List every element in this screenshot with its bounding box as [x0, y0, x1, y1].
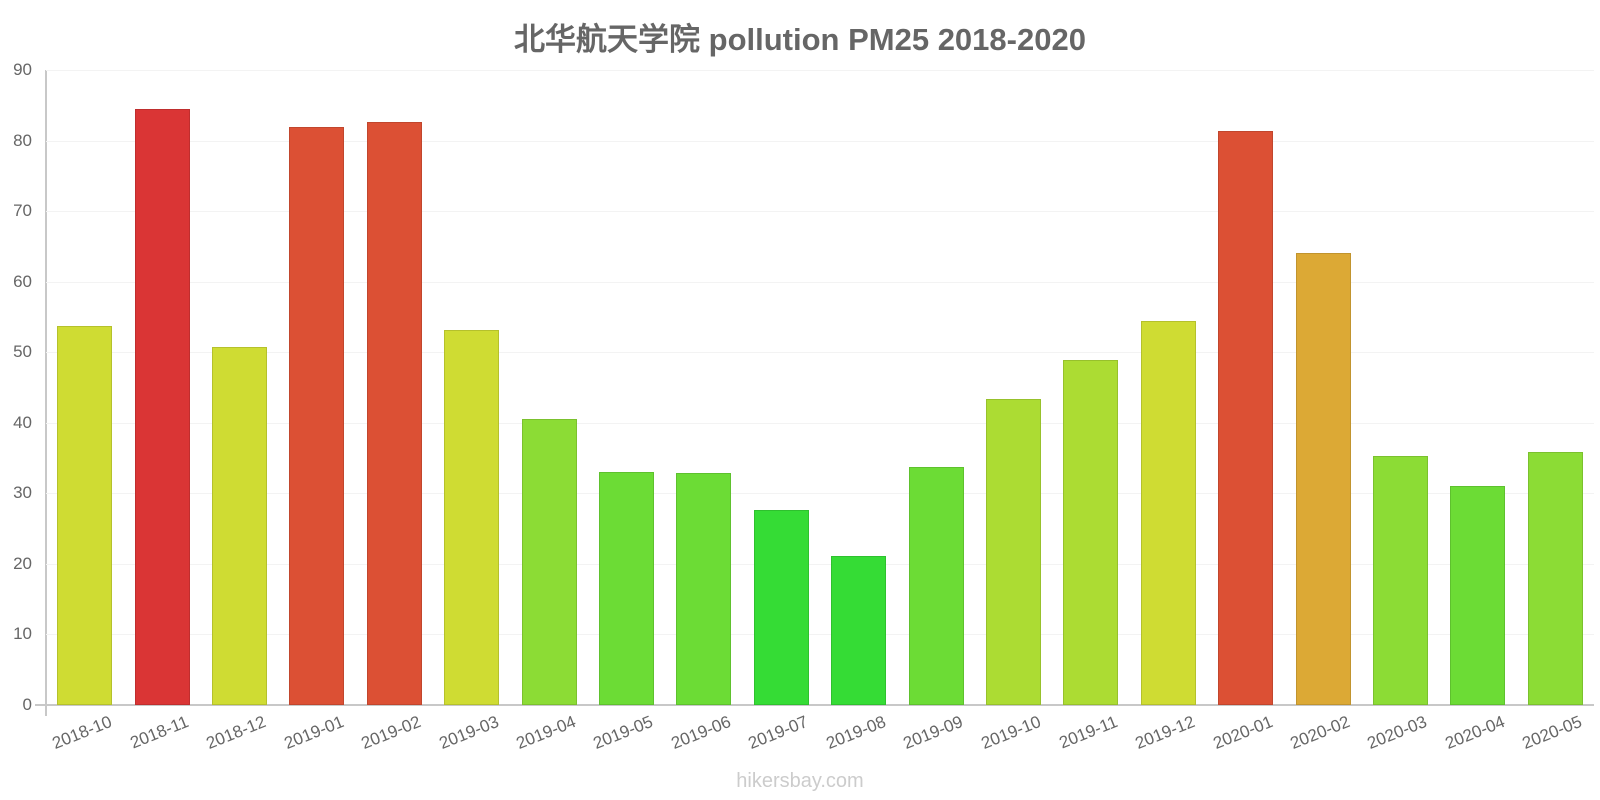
bar-2019-11[interactable] [1063, 360, 1118, 705]
bar-2019-01[interactable] [289, 127, 344, 705]
x-tick-label: 2019-04 [513, 712, 579, 753]
x-tick-label: 2019-09 [900, 712, 966, 753]
bar-2019-02[interactable] [367, 122, 422, 705]
bar-2019-12[interactable] [1141, 321, 1196, 705]
x-tick-label: 2019-11 [1056, 712, 1121, 753]
bar-2019-09[interactable] [909, 467, 964, 705]
bar-2019-10[interactable] [986, 399, 1041, 705]
x-tick-label: 2020-01 [1210, 712, 1276, 753]
bar-2018-10[interactable] [57, 326, 112, 705]
y-tick-label: 0 [22, 695, 32, 714]
gridline [46, 211, 1594, 212]
x-tick-label: 2019-06 [668, 712, 734, 753]
y-tick-label: 20 [13, 554, 32, 573]
y-tick-label: 80 [13, 131, 32, 150]
x-tick-label: 2019-10 [978, 712, 1044, 753]
bar-2020-05[interactable] [1528, 452, 1583, 705]
bar-2020-03[interactable] [1373, 456, 1428, 705]
bar-2019-04[interactable] [522, 419, 577, 705]
y-tick-label: 90 [13, 60, 32, 79]
x-tick-label: 2020-03 [1364, 712, 1430, 753]
bar-2020-01[interactable] [1218, 131, 1273, 705]
gridline [46, 141, 1594, 142]
gridline [46, 634, 1594, 635]
bar-2019-03[interactable] [444, 330, 499, 705]
x-tick-label: 2019-02 [358, 712, 424, 753]
bar-2018-12[interactable] [212, 347, 267, 705]
y-tick-label: 50 [13, 342, 32, 361]
y-tick-label: 40 [13, 413, 32, 432]
bar-2019-07[interactable] [754, 510, 809, 705]
gridline [46, 282, 1594, 283]
x-tick-label: 2020-04 [1442, 712, 1508, 753]
x-tick-label: 2019-05 [590, 712, 656, 753]
x-tick-label: 2020-05 [1519, 712, 1585, 753]
y-tick-label: 10 [13, 624, 32, 643]
y-tick-label: 60 [13, 272, 32, 291]
bar-2019-05[interactable] [599, 472, 654, 705]
x-tick-label: 2018-10 [49, 712, 115, 753]
x-tick-label: 2019-08 [823, 712, 889, 753]
x-tick-label: 2019-12 [1132, 712, 1198, 753]
bar-2019-06[interactable] [676, 473, 731, 705]
gridline [46, 423, 1594, 424]
x-axis [35, 704, 1594, 706]
bar-2019-08[interactable] [831, 556, 886, 705]
bar-2020-02[interactable] [1296, 253, 1351, 705]
y-axis [45, 70, 47, 716]
chart-title: 北华航天学院 pollution PM25 2018-2020 [514, 22, 1086, 57]
y-tick-label: 30 [13, 483, 32, 502]
x-tick-label: 2019-03 [436, 712, 502, 753]
x-tick-label: 2020-02 [1287, 712, 1353, 753]
gridline [46, 493, 1594, 494]
x-tick-label: 2019-07 [745, 712, 811, 753]
x-tick-label: 2019-01 [281, 712, 347, 753]
bar-2018-11[interactable] [135, 109, 190, 705]
y-tick-label: 70 [13, 201, 32, 220]
gridline [46, 564, 1594, 565]
watermark: hikersbay.com [736, 770, 864, 792]
gridline [46, 352, 1594, 353]
x-tick-label: 2018-11 [127, 712, 192, 753]
x-tick-label: 2018-12 [203, 712, 269, 753]
gridline [46, 70, 1594, 71]
bar-2020-04[interactable] [1450, 486, 1505, 705]
